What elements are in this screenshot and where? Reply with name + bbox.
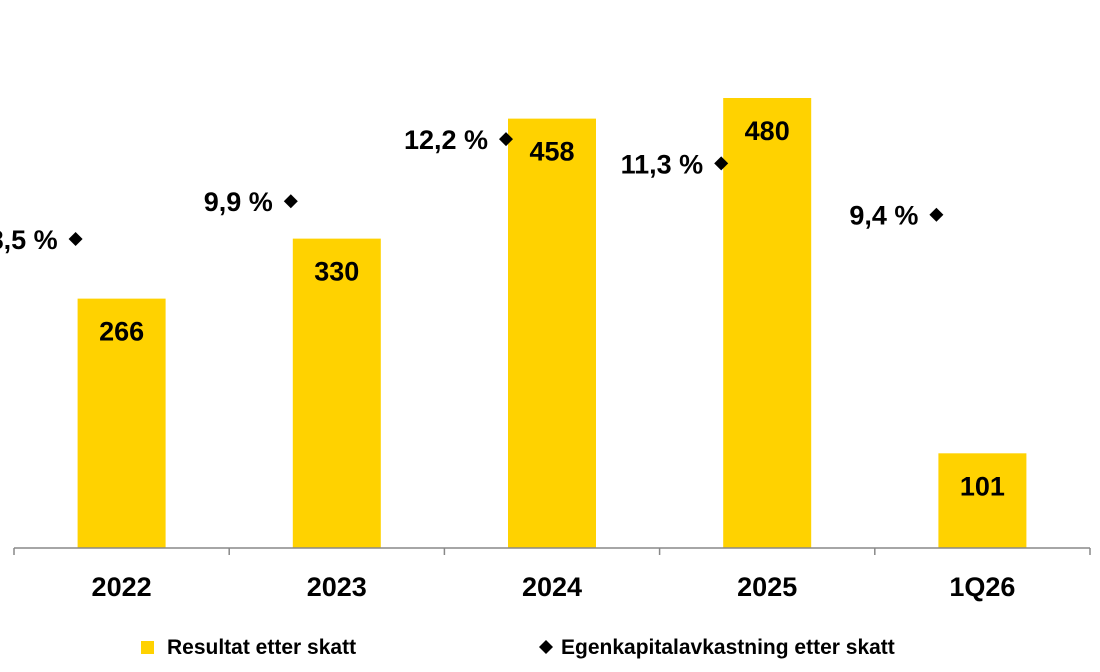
bar-2023 xyxy=(292,238,381,548)
bars-layer xyxy=(77,98,1027,548)
legend-swatch-diamond xyxy=(539,640,553,654)
x-tick-label: 2022 xyxy=(92,572,152,602)
roe-marker-1Q26 xyxy=(929,207,944,222)
bar-value-label: 330 xyxy=(314,257,359,287)
legend-label: Egenkapitalavkastning etter skatt xyxy=(561,636,895,659)
bar-2025 xyxy=(723,98,812,548)
bar-2024 xyxy=(508,118,596,548)
bar-value-label: 480 xyxy=(745,116,790,146)
legend-swatch-square xyxy=(141,641,154,654)
bar-value-label: 101 xyxy=(960,471,1005,501)
roe-value-label: 9,9 % xyxy=(204,187,273,217)
bar-labels-layer: 266 330 458 480 101 xyxy=(99,116,1005,501)
roe-value-label: 8,5 % xyxy=(0,225,58,255)
roe-value-label: 12,2 % xyxy=(404,125,488,155)
markers-layer: 8,5 % 9,9 % 12,2 % 11,3 % 9,4 % xyxy=(0,125,944,255)
roe-marker-2024 xyxy=(499,132,513,147)
roe-marker-2025 xyxy=(714,156,729,171)
x-tick-label: 2023 xyxy=(307,572,367,602)
bar-value-label: 458 xyxy=(529,137,574,167)
roe-marker-2023 xyxy=(283,194,298,209)
x-tick-label: 1Q26 xyxy=(949,572,1015,602)
legend-label: Resultat etter skatt xyxy=(167,636,356,659)
bar-1Q26 xyxy=(938,453,1027,548)
bar-2022 xyxy=(77,298,166,548)
x-tick-label: 2024 xyxy=(522,572,582,602)
legend: Resultat etter skatt Egenkapitalavkastnin… xyxy=(141,636,895,659)
x-axis: 2022 2023 2024 2025 1Q26 xyxy=(13,547,1091,602)
roe-marker-2022 xyxy=(68,232,83,246)
x-tick-label: 2025 xyxy=(737,572,797,602)
bar-value-label: 266 xyxy=(99,317,144,347)
roe-value-label: 11,3 % xyxy=(621,149,704,179)
roe-value-label: 9,4 % xyxy=(849,201,918,231)
